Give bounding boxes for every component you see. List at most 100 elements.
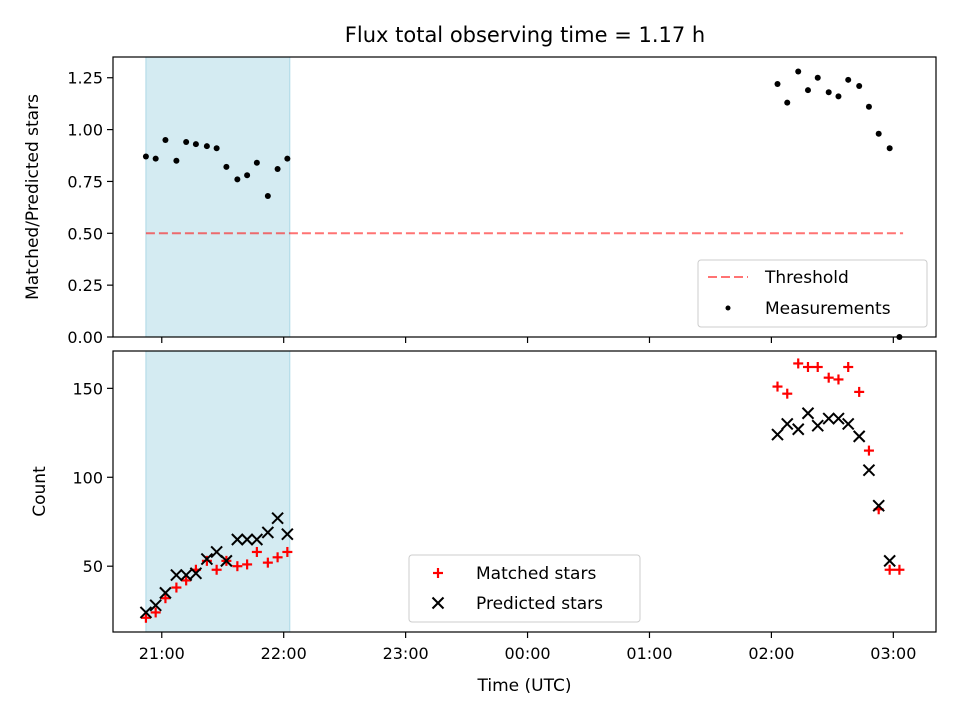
measurement-point: [825, 89, 832, 96]
legend-matched-label: Matched stars: [476, 564, 596, 584]
matched-star-marker: [793, 358, 804, 369]
predicted-star-marker: [189, 567, 203, 580]
bottom-panel: 50 100 150 21:00 22:00 23:00 00:00 01:00 02:00 03…: [30, 350, 937, 696]
matched-star-marker: [201, 555, 212, 566]
top-panel: 0.00 0.25 0.50 0.75 1.00 1.25 Matched/Predict…: [23, 56, 937, 347]
top-y-tick-label: 1.25: [67, 69, 103, 88]
predicted-star-marker: [231, 533, 244, 546]
matched-star-marker: [833, 374, 844, 385]
predicted-star-stroke: [271, 511, 284, 525]
matched-star-marker: [171, 582, 182, 593]
bottom-axis-ticks: 50 100 150 21:00 22:00 23:00 00:00 01:00 02:00 03…: [72, 379, 916, 663]
bottom-y-axis-label: Count: [30, 466, 50, 517]
predicted-star-stroke: [883, 554, 896, 568]
predicted-star-marker: [179, 568, 193, 582]
bottom-data-marks: [139, 358, 905, 623]
predicted-star-stroke: [281, 527, 294, 541]
legend-box: [408, 554, 641, 623]
top-data-marks: [142, 68, 904, 340]
predicted-star-stroke: [179, 568, 193, 582]
predicted-star-stroke: [792, 423, 805, 436]
chart-title: Flux total observing time = 1.17 h: [345, 23, 705, 47]
predicted-star-stroke: [811, 419, 824, 432]
top-y-axis-label: Matched/Predicted stars: [23, 94, 43, 300]
bottom-shaded-span: [145, 350, 291, 633]
matched-star-marker: [823, 372, 834, 383]
matched-star-marker: [150, 607, 161, 618]
bottom-y-tick-label: 50: [83, 557, 103, 576]
predicted-star-stroke: [170, 568, 183, 582]
bottom-x-tick-label: 01:00: [626, 644, 672, 663]
matched-star-marker: [884, 564, 895, 575]
measurement-point: [814, 74, 821, 81]
predicted-star-marker: [832, 412, 845, 425]
measurement-point: [162, 136, 169, 143]
predicted-star-stroke: [801, 407, 815, 420]
top-axes-frame: [112, 56, 937, 338]
matched-star-marker: [232, 561, 243, 572]
bottom-x-tick-label: 22:00: [261, 644, 307, 663]
measurement-point: [845, 76, 852, 83]
top-y-tick-label: 0.00: [67, 328, 103, 347]
predicted-star-stroke: [781, 417, 794, 431]
legend-measurements-label: Measurements: [765, 299, 891, 319]
bottom-y-tick-label: 150: [72, 379, 103, 398]
matched-star-marker: [160, 593, 171, 604]
predicted-star-marker: [822, 412, 835, 425]
measurement-point: [835, 93, 842, 100]
predicted-star-marker: [811, 419, 824, 432]
measurement-point: [804, 87, 811, 94]
measurement-point: [264, 192, 271, 199]
matched-star-marker: [181, 575, 192, 586]
measurement-point: [784, 99, 791, 106]
predicted-star-marker: [240, 533, 254, 546]
measurement-point: [865, 103, 872, 110]
matched-star-marker: [812, 362, 823, 373]
measurement-point: [253, 159, 260, 166]
predicted-star-stroke: [139, 606, 153, 619]
predicted-star-marker: [792, 423, 805, 436]
measurement-point: [192, 141, 199, 148]
predicted-star-marker: [883, 554, 896, 568]
matched-star-marker: [140, 612, 151, 623]
measurement-point: [774, 80, 781, 87]
matched-star-marker: [211, 564, 222, 575]
predicted-star-marker: [200, 552, 214, 566]
predicted-star-marker: [139, 606, 153, 619]
predicted-star-stroke: [842, 417, 855, 431]
predicted-star-marker: [210, 545, 223, 559]
measurement-point: [173, 157, 180, 164]
predicted-star-stroke: [250, 533, 264, 546]
predicted-star-stroke: [149, 599, 162, 612]
matched-star-marker: [282, 546, 293, 557]
predicted-star-stroke: [159, 586, 172, 600]
matched-star-marker: [854, 386, 865, 397]
bottom-x-tick-label: 02:00: [748, 644, 794, 663]
bottom-x-tick-label: 23:00: [383, 644, 429, 663]
shaded-span: [145, 350, 291, 633]
bottom-x-tick-label: 03:00: [870, 644, 916, 663]
predicted-star-stroke: [832, 412, 845, 425]
bottom-axes-frame: [112, 350, 937, 633]
bottom-x-tick-label: 21:00: [139, 644, 185, 663]
predicted-star-stroke: [771, 428, 784, 441]
measurement-point: [856, 83, 863, 90]
measurement-point: [274, 166, 281, 172]
predicted-star-stroke: [261, 526, 275, 539]
predicted-star-marker: [801, 407, 815, 420]
predicted-star-marker: [170, 568, 183, 582]
predicted-star-stroke: [200, 552, 214, 566]
predicted-star-marker: [281, 527, 294, 541]
predicted-star-stroke: [189, 567, 203, 580]
measurement-point: [213, 145, 220, 152]
legend-measurements-swatch: [725, 305, 731, 311]
measurement-point: [284, 155, 291, 162]
measurement-point: [183, 139, 190, 146]
matched-star-marker: [242, 559, 253, 570]
predicted-star-stroke: [210, 545, 223, 559]
matched-star-marker: [272, 552, 283, 563]
predicted-star-marker: [159, 586, 172, 600]
predicted-star-marker: [220, 554, 233, 568]
predicted-star-marker: [271, 511, 284, 525]
